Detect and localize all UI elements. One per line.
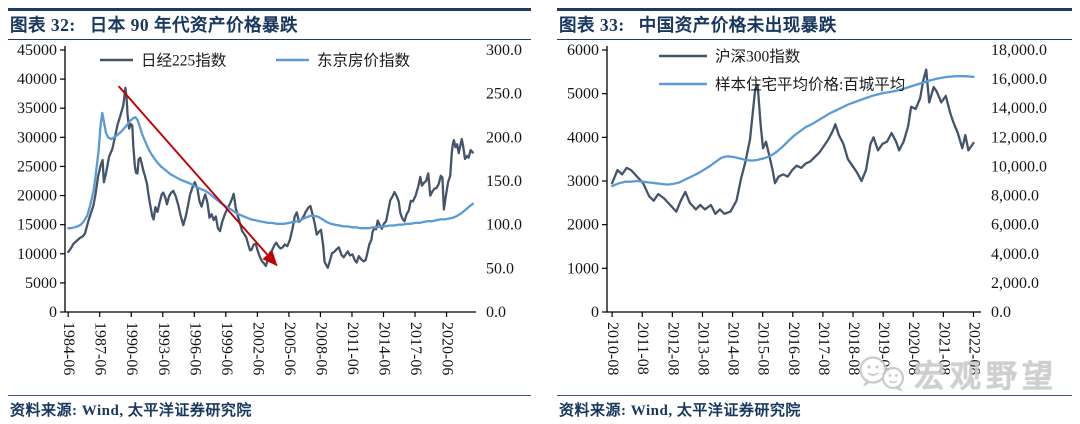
svg-text:2016-08: 2016-08 [785, 322, 802, 375]
svg-text:2022-08: 2022-08 [965, 322, 982, 375]
title-underline [557, 39, 1072, 40]
figure-panel-china: 图表 33: 中国资产价格未出现暴跌 0 1000 2000 3000 4000 5000 6… [557, 8, 1072, 420]
panel-top-border [8, 8, 531, 11]
svg-text:5000: 5000 [25, 275, 57, 292]
svg-text:1987-06: 1987-06 [92, 322, 109, 375]
china-asset-price-chart: 0 1000 2000 3000 4000 5000 6000 0.0 2,000.0 4,000… [557, 40, 1072, 395]
figure-name: 中国资产价格未出现暴跌 [638, 15, 837, 35]
svg-text:2015-08: 2015-08 [755, 322, 772, 375]
svg-text:1984-06: 1984-06 [60, 322, 77, 375]
svg-text:2014-06: 2014-06 [375, 322, 392, 375]
svg-text:沪深300指数: 沪深300指数 [715, 48, 801, 66]
figure-title-japan: 图表 32: 日本 90 年代资产价格暴跌 [8, 11, 531, 39]
svg-text:35000: 35000 [17, 100, 57, 117]
figure-name: 日本 90 年代资产价格暴跌 [89, 15, 298, 35]
panel-top-border [557, 8, 1072, 11]
japan-asset-price-chart: 0 5000 10000 15000 20000 25000 30000 35000 40000… [8, 40, 531, 395]
svg-text:2012-08: 2012-08 [664, 322, 681, 375]
svg-text:2019-08: 2019-08 [875, 322, 892, 375]
svg-text:0: 0 [49, 304, 57, 321]
svg-text:2020-08: 2020-08 [905, 322, 922, 375]
svg-text:2,000.0: 2,000.0 [991, 275, 1039, 292]
svg-text:2013-08: 2013-08 [694, 322, 711, 375]
svg-text:日经225指数: 日经225指数 [141, 52, 227, 70]
svg-text:2010-08: 2010-08 [604, 322, 621, 375]
svg-text:100.0: 100.0 [486, 217, 522, 234]
svg-text:4,000.0: 4,000.0 [991, 246, 1039, 263]
svg-text:样本住宅平均价格:百城平均: 样本住宅平均价格:百城平均 [715, 76, 905, 94]
svg-text:2000: 2000 [567, 217, 599, 234]
svg-text:16,000.0: 16,000.0 [991, 71, 1047, 88]
svg-text:18,000.0: 18,000.0 [991, 42, 1047, 59]
footer-rule [557, 395, 1072, 396]
svg-text:20000: 20000 [17, 188, 57, 205]
svg-text:1993-06: 1993-06 [155, 322, 172, 375]
svg-text:8,000.0: 8,000.0 [991, 188, 1039, 205]
figure-title-china: 图表 33: 中国资产价格未出现暴跌 [557, 11, 1072, 39]
source-note: 资料来源: Wind, 太平洋证券研究院 [10, 403, 252, 419]
svg-text:10,000.0: 10,000.0 [991, 158, 1047, 175]
svg-text:东京房价指数: 东京房价指数 [317, 52, 411, 70]
svg-text:250.0: 250.0 [486, 86, 522, 103]
svg-text:2017-08: 2017-08 [815, 322, 832, 375]
svg-text:14,000.0: 14,000.0 [991, 100, 1047, 117]
svg-text:2005-06: 2005-06 [281, 322, 298, 375]
source-note: 资料来源: Wind, 太平洋证券研究院 [559, 403, 801, 419]
svg-text:1999-06: 1999-06 [218, 322, 235, 375]
svg-text:300.0: 300.0 [486, 42, 522, 59]
figure-label: 图表 33: [559, 15, 625, 35]
figure-label: 图表 32: [10, 15, 76, 35]
svg-text:0.0: 0.0 [991, 304, 1011, 321]
figure-panel-japan: 图表 32: 日本 90 年代资产价格暴跌 0 5000 10000 15000 2000… [8, 8, 531, 420]
svg-text:10000: 10000 [17, 246, 57, 263]
svg-text:200.0: 200.0 [486, 129, 522, 146]
svg-text:2014-08: 2014-08 [725, 322, 742, 375]
svg-text:12,000.0: 12,000.0 [991, 129, 1047, 146]
svg-text:0.0: 0.0 [486, 304, 506, 321]
svg-text:1990-06: 1990-06 [123, 322, 140, 375]
svg-text:2011-06: 2011-06 [344, 322, 361, 375]
title-underline [8, 39, 531, 40]
svg-text:30000: 30000 [17, 129, 57, 146]
svg-text:6,000.0: 6,000.0 [991, 217, 1039, 234]
svg-text:4000: 4000 [567, 129, 599, 146]
svg-text:150.0: 150.0 [486, 173, 522, 190]
svg-text:2021-08: 2021-08 [935, 322, 952, 375]
svg-text:2017-06: 2017-06 [407, 322, 424, 375]
svg-text:3000: 3000 [567, 173, 599, 190]
svg-text:45000: 45000 [17, 42, 57, 59]
svg-text:5000: 5000 [567, 86, 599, 103]
svg-text:2011-08: 2011-08 [634, 322, 651, 375]
svg-text:1000: 1000 [567, 260, 599, 277]
svg-text:2002-06: 2002-06 [249, 322, 266, 375]
svg-text:40000: 40000 [17, 71, 57, 88]
svg-text:2018-08: 2018-08 [845, 322, 862, 375]
svg-text:15000: 15000 [17, 217, 57, 234]
svg-text:1996-06: 1996-06 [186, 322, 203, 375]
footer-rule [8, 395, 531, 396]
svg-text:2020-06: 2020-06 [439, 322, 456, 375]
svg-text:50.0: 50.0 [486, 260, 514, 277]
svg-text:25000: 25000 [17, 158, 57, 175]
svg-text:6000: 6000 [567, 42, 599, 59]
svg-text:0: 0 [591, 304, 599, 321]
svg-text:2008-06: 2008-06 [312, 322, 329, 375]
